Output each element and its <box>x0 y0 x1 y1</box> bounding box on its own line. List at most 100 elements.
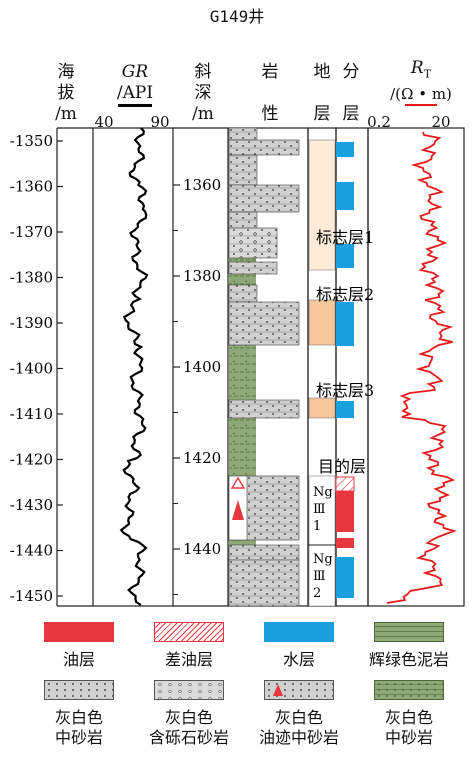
strata-fill-block <box>308 299 336 346</box>
legend-item-poor-oil: 差油层 <box>134 622 244 670</box>
layer-water-block <box>336 557 354 598</box>
legend-swatch-gray-sandstone <box>44 680 114 700</box>
lithology-sand-block <box>228 227 278 259</box>
lithology-sand-block <box>228 301 300 346</box>
strata-fill-block <box>308 397 336 419</box>
lithology-header-char-2: 性 <box>261 104 279 124</box>
lithology-sand-block <box>228 154 258 186</box>
lithology-sand-block <box>228 127 258 141</box>
layer-header: 分 层 <box>334 62 368 125</box>
elevation-tick-label: -1440 <box>10 542 53 560</box>
legend-label-oil: 油层 <box>62 650 95 669</box>
elevation-tick-label: -1390 <box>10 314 53 332</box>
legend-label-green-mudstone: 辉绿色泥岩 <box>368 650 449 669</box>
gr-scale-max: 90 <box>150 113 170 131</box>
legend-label-oil-trace-sandstone: 灰白色 油迹中砂岩 <box>258 708 339 747</box>
legend-swatch-green-sandstone <box>374 680 444 700</box>
elevation-tick-label: -1450 <box>10 587 53 605</box>
rt-header-sub: T <box>423 67 432 81</box>
rt-header: RT /(Ω • m) <box>368 58 474 105</box>
rt-curve <box>386 131 458 604</box>
zone-label-2: Ng Ⅲ 2 <box>313 552 333 601</box>
elevation-tick-label: -1370 <box>10 223 53 241</box>
layer-water-block <box>336 401 354 418</box>
depth-header-unit: /m <box>192 104 214 124</box>
lithology-sand-block <box>228 399 300 419</box>
legend-item-green-mudstone: 辉绿色泥岩 <box>354 622 464 670</box>
elevation-header-char-1: 海 <box>57 62 75 82</box>
gr-track-frame <box>92 127 174 607</box>
elevation-tick-label: -1360 <box>10 178 53 196</box>
elevation-header-char-2: 拔 <box>57 83 75 103</box>
legend-item-oil: 油层 <box>24 622 134 670</box>
legend-item-water: 水层 <box>244 622 354 670</box>
zone-label-line: Ng <box>313 552 333 567</box>
gr-header: GR /API <box>95 62 175 104</box>
legend-label-gray-sandstone: 灰白色 中砂岩 <box>54 708 103 747</box>
zone-label-1: Ng Ⅲ 1 <box>313 485 333 534</box>
oil-trace-marker-icon <box>232 500 244 520</box>
rt-scale-max: 20 <box>431 113 451 131</box>
rt-header-unit: /(Ω • m) <box>390 85 452 104</box>
layer-header-char-1: 分 <box>342 62 360 82</box>
depth-tick-label: 1360 <box>183 176 221 194</box>
strata-fill-block <box>308 139 336 271</box>
legend-item-oil-trace-sandstone: 灰白色 油迹中砂岩 <box>244 680 354 748</box>
legend-item-pebbly-sandstone: 灰白色 含砾石砂岩 <box>134 680 244 748</box>
legend-label-water: 水层 <box>282 650 315 669</box>
strata-header: 地 层 <box>305 62 339 125</box>
legend-swatch-pebbly-sandstone <box>154 680 224 700</box>
depth-tick-label: 1400 <box>183 358 221 376</box>
lithology-sand-block <box>228 559 300 607</box>
layer-column <box>335 142 355 598</box>
strat-label-1: 标志层1 <box>316 228 374 247</box>
layer-oil-block <box>336 491 354 532</box>
legend-label-green-sandstone: 灰白色 中砂岩 <box>384 708 433 747</box>
elevation-tick-label: -1380 <box>10 269 53 287</box>
depth-tick-label: 1440 <box>183 540 221 558</box>
rt-header-name: RT <box>368 58 474 84</box>
elevation-tick-label: -1350 <box>10 132 53 150</box>
depth-header-char-2: 深 <box>194 83 212 103</box>
zone-label-line: 2 <box>313 586 321 601</box>
zone-label-line: 1 <box>313 519 321 534</box>
legend-swatch-green-mudstone <box>374 622 444 642</box>
lithology-header-char-1: 岩 <box>261 62 279 82</box>
gr-header-name: GR <box>121 62 149 82</box>
rt-track-frame <box>367 127 465 607</box>
zone-label-line: Ⅲ <box>313 569 326 584</box>
gr-header-unit: /API <box>116 83 154 103</box>
rt-scale-line <box>405 104 437 106</box>
rt-header-symbol: R <box>410 58 424 78</box>
rt-scale-min: 0.2 <box>367 113 391 131</box>
layer-water-block <box>336 142 354 157</box>
elevation-header: 海 拔 /m <box>46 62 86 125</box>
well-title: G149井 <box>209 7 265 26</box>
lithology-sand-block <box>228 139 300 156</box>
lithology-sand-block <box>228 211 258 231</box>
depth-tick-label: 1380 <box>183 267 221 285</box>
depth-ticks: 1360 1380 1400 1420 1440 <box>173 176 221 595</box>
layer-header-char-2: 层 <box>342 104 360 124</box>
depth-tick-label: 1420 <box>183 449 221 467</box>
legend-label-pebbly-sandstone: 灰白色 含砾石砂岩 <box>148 708 229 747</box>
strat-label-2: 标志层2 <box>316 285 374 304</box>
strat-label-target: 目的层 <box>318 457 366 476</box>
legend-swatch-oil <box>44 622 114 642</box>
depth-header: 斜 深 /m <box>183 62 223 125</box>
lithology-sand-block <box>228 544 300 561</box>
legend-item-gray-sandstone: 灰白色 中砂岩 <box>24 680 134 748</box>
strata-fill-block <box>308 475 336 607</box>
lithology-sand-block <box>228 284 258 303</box>
layer-water-block <box>336 244 354 268</box>
zone-label-line: Ng <box>313 485 333 500</box>
strata-column <box>308 139 336 607</box>
gr-scale-min: 40 <box>94 113 114 131</box>
depth-header-char-1: 斜 <box>194 62 212 82</box>
elevation-tick-label: -1430 <box>10 496 53 514</box>
elevation-header-unit: /m <box>55 104 77 124</box>
legend-swatch-water <box>264 622 334 642</box>
zone-label-line: Ⅲ <box>313 502 326 517</box>
legend-swatch-oil-trace-sandstone <box>264 680 334 700</box>
well-log-plot: -1350 -1360 -1370 -1380 -1390 -1400 -1410 -1420… <box>10 127 465 607</box>
